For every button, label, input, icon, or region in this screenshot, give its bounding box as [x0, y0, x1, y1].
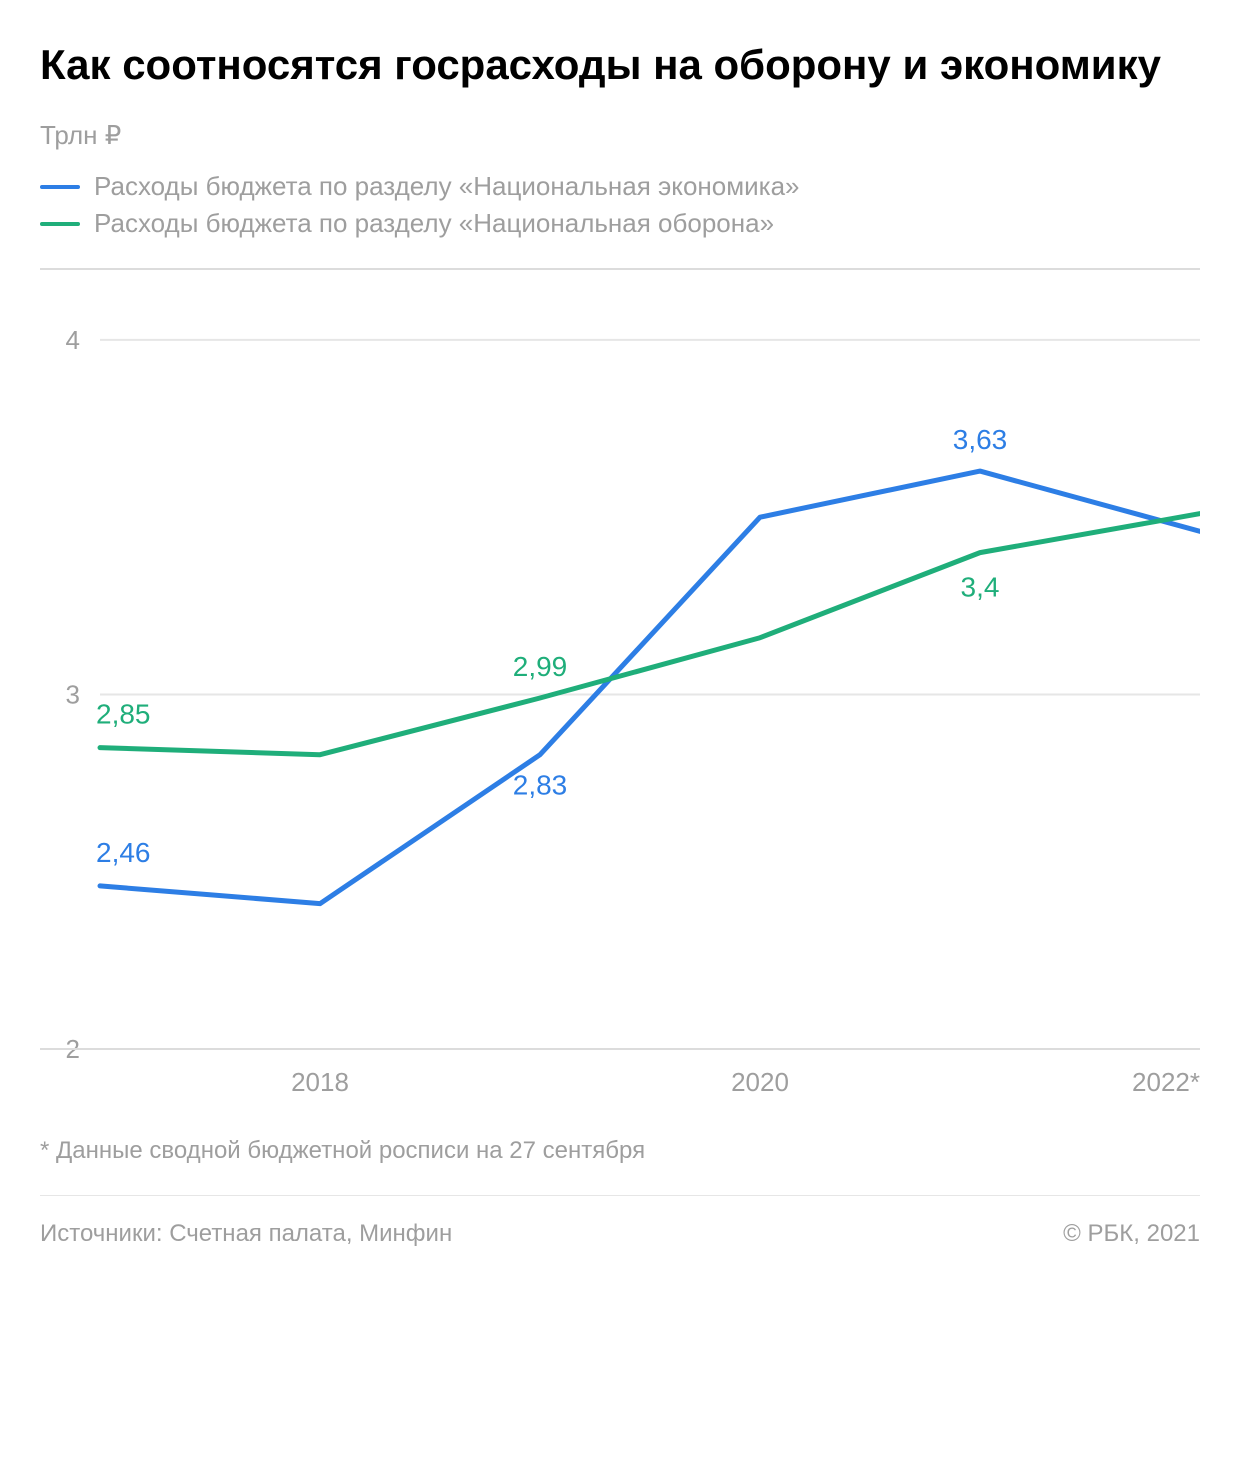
- line-chart-svg: 234201820202022*2,462,833,633,462,852,99…: [40, 259, 1200, 1119]
- svg-text:2020: 2020: [731, 1067, 789, 1097]
- legend-item-defense: Расходы бюджета по разделу «Национальная…: [40, 208, 1200, 239]
- chart-card: Как соотносятся госрасходы на оборону и …: [0, 0, 1240, 1278]
- svg-text:2018: 2018: [291, 1067, 349, 1097]
- legend-label-defense: Расходы бюджета по разделу «Национальная…: [94, 208, 774, 239]
- chart-footnote: * Данные сводной бюджетной росписи на 27…: [40, 1137, 1200, 1196]
- chart-title: Как соотносятся госрасходы на оборону и …: [40, 40, 1200, 90]
- credit-text: © РБК, 2021: [1063, 1220, 1200, 1248]
- legend-item-economy: Расходы бюджета по разделу «Национальная…: [40, 171, 1200, 202]
- svg-text:2,83: 2,83: [513, 770, 568, 801]
- legend: Расходы бюджета по разделу «Национальная…: [40, 171, 1200, 239]
- legend-swatch-defense: [40, 222, 80, 226]
- chart-unit: Трлн ₽: [40, 120, 1200, 151]
- legend-swatch-economy: [40, 185, 80, 189]
- svg-text:2,99: 2,99: [513, 651, 568, 682]
- svg-text:3: 3: [66, 680, 80, 710]
- svg-text:3,63: 3,63: [953, 424, 1008, 455]
- svg-text:4: 4: [66, 325, 80, 355]
- svg-text:2,46: 2,46: [96, 837, 151, 868]
- svg-text:2,85: 2,85: [96, 699, 151, 730]
- chart-area: 234201820202022*2,462,833,633,462,852,99…: [40, 259, 1200, 1119]
- chart-footer: Источники: Счетная палата, Минфин © РБК,…: [40, 1220, 1200, 1248]
- svg-text:3,4: 3,4: [961, 572, 1000, 603]
- legend-label-economy: Расходы бюджета по разделу «Национальная…: [94, 171, 800, 202]
- source-text: Источники: Счетная палата, Минфин: [40, 1220, 452, 1248]
- svg-text:2022*: 2022*: [1132, 1067, 1200, 1097]
